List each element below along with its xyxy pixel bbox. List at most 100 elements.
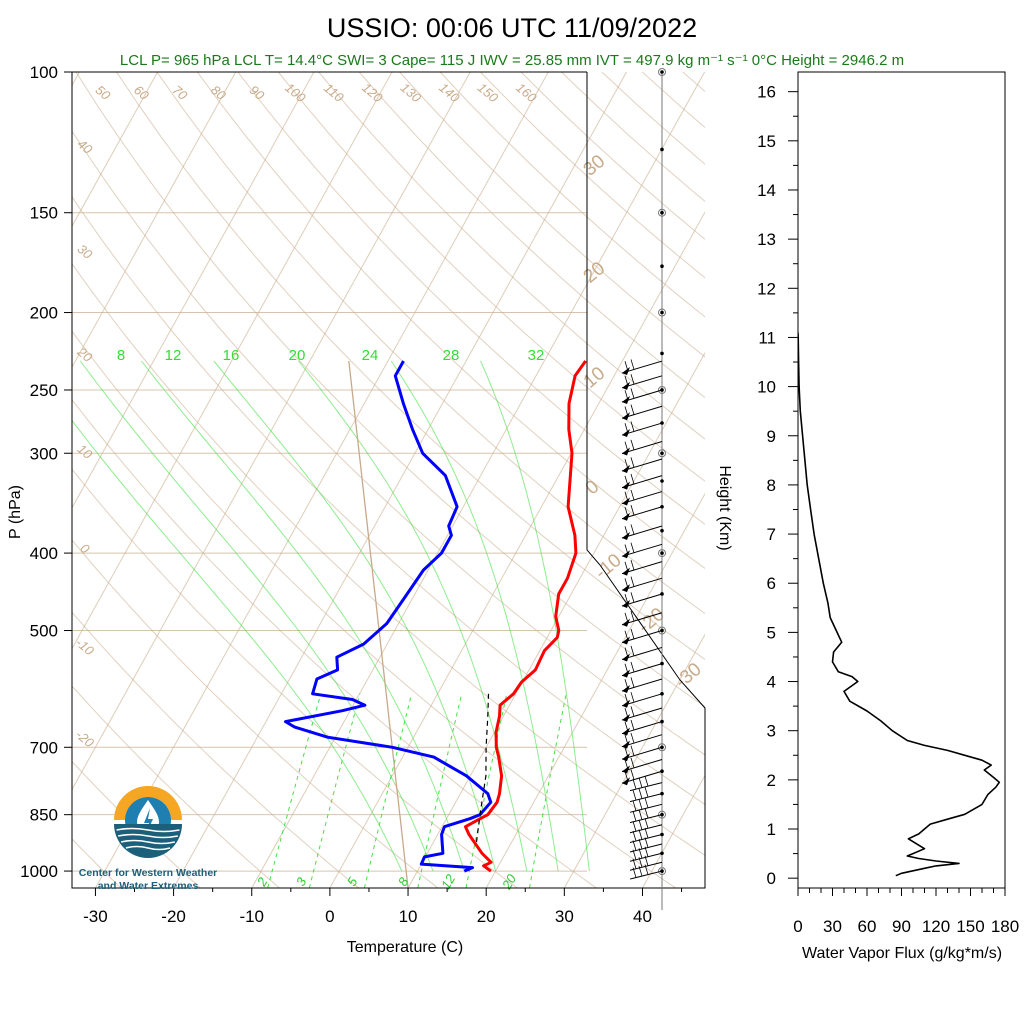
barb-shaft xyxy=(629,782,663,792)
barb-flag xyxy=(622,497,630,506)
barb-shaft xyxy=(629,852,663,862)
flux-x-tick-label: 30 xyxy=(823,917,842,936)
height-tick-label: 2 xyxy=(767,771,776,790)
barb-feather xyxy=(644,808,649,819)
logo-wave-line xyxy=(116,827,180,833)
wind-barb xyxy=(621,661,663,678)
barb-flag xyxy=(622,727,630,736)
flux-profile xyxy=(798,332,1001,877)
barb-feather xyxy=(638,777,643,788)
wind-barb xyxy=(621,757,663,774)
moist-adiabat-line xyxy=(480,360,590,872)
barb-calm-circle xyxy=(658,208,666,217)
barb-feather xyxy=(624,759,629,770)
barb-shaft xyxy=(629,793,663,803)
barb-flag xyxy=(622,636,630,645)
flux-line xyxy=(798,332,1001,877)
barb-feather xyxy=(624,459,629,470)
height-tick-label: 14 xyxy=(757,181,776,200)
dewpoint-profile xyxy=(284,360,493,873)
temperature-profile xyxy=(464,360,587,873)
flux-x-tick-label: 60 xyxy=(858,917,877,936)
wind-barb xyxy=(629,797,663,813)
barb-shaft xyxy=(621,506,663,520)
height-tick-label: 12 xyxy=(757,279,776,298)
barb-shaft xyxy=(621,746,663,760)
height-tick-label: 16 xyxy=(757,83,776,102)
barb-feather xyxy=(638,788,643,799)
barb-feather xyxy=(632,811,637,822)
barb-shaft xyxy=(621,646,663,660)
barb-flag xyxy=(622,618,630,627)
y-tick-label: 400 xyxy=(30,544,58,563)
barb-feather xyxy=(624,441,629,452)
isotherm-line xyxy=(72,72,315,509)
barb-shaft xyxy=(621,389,663,403)
height-tick-label: 15 xyxy=(757,132,776,151)
barb-calm-circle xyxy=(658,867,666,876)
barb-feather xyxy=(624,612,629,624)
wind-barb xyxy=(621,645,663,662)
wind-barb xyxy=(621,489,663,506)
wind-barb xyxy=(621,592,663,608)
skew-t-frame xyxy=(71,71,706,889)
barb-shaft xyxy=(629,834,663,843)
logo-line-2: and Water Extremes xyxy=(98,880,199,892)
wind-barb xyxy=(621,439,663,456)
barb-feather xyxy=(638,809,643,820)
barb-feather xyxy=(630,769,635,780)
wind-barb xyxy=(629,808,663,824)
barb-feather xyxy=(638,819,643,830)
dry-adiabat-line xyxy=(277,72,705,482)
skew-t-plot: 50 60 70 80 90 100 110 120 130 140 150 160403020100… xyxy=(7,63,706,956)
barb-feather xyxy=(630,473,635,485)
mixing-ratio-top-label: 16 xyxy=(223,347,240,364)
barb-shaft xyxy=(621,693,663,707)
height-tick-label: 1 xyxy=(767,820,776,839)
wind-barbs xyxy=(621,68,666,910)
barb-flag xyxy=(622,777,630,786)
y-tick-label: 200 xyxy=(30,304,58,323)
barb-shaft xyxy=(621,630,663,644)
wind-barb xyxy=(621,706,663,722)
barb-flag xyxy=(622,669,630,678)
barb-level-dot xyxy=(660,479,664,483)
barb-level-dot xyxy=(660,551,664,555)
logo-wave-line xyxy=(125,845,171,851)
moist-adiabat-line xyxy=(390,360,559,872)
x-tick-label: 40 xyxy=(633,907,652,926)
wind-barb xyxy=(621,388,663,404)
barb-feather xyxy=(630,645,635,656)
barb-flag xyxy=(622,599,630,608)
wind-barb xyxy=(621,421,663,438)
barb-feather xyxy=(630,505,635,516)
x-tick-label: -20 xyxy=(161,907,186,926)
isotherm-line xyxy=(72,72,159,228)
barb-feather xyxy=(624,747,629,758)
barb-feather xyxy=(630,661,635,673)
barb-feather xyxy=(624,693,629,705)
barb-shaft xyxy=(621,663,663,677)
mixing-ratio-top-label: 20 xyxy=(289,347,306,364)
moist-adiabat-line xyxy=(79,360,434,872)
wind-barb xyxy=(621,576,663,593)
mixing-ratio-top-label: 28 xyxy=(443,347,460,364)
barb-flag xyxy=(622,550,630,559)
height-tick-label: 8 xyxy=(767,476,776,495)
wind-barb xyxy=(621,677,663,694)
logo-bolt-icon xyxy=(144,808,153,834)
barb-feather xyxy=(644,818,649,829)
x-tick-label: -30 xyxy=(83,907,108,926)
barb-feather xyxy=(632,790,637,801)
chart-title: USSIO: 00:06 UTC 11/09/2022 xyxy=(327,13,697,43)
barb-shaft xyxy=(621,525,663,539)
height-axis-label: Height (Km) xyxy=(716,465,733,550)
wind-barb xyxy=(621,374,663,390)
dry-adiabat-line xyxy=(72,262,705,856)
dry-adiabat-line xyxy=(116,72,705,661)
barb-flag xyxy=(622,685,630,694)
y-tick-label: 1000 xyxy=(20,862,58,881)
barb-shaft xyxy=(629,803,663,813)
barb-feather xyxy=(624,544,629,555)
